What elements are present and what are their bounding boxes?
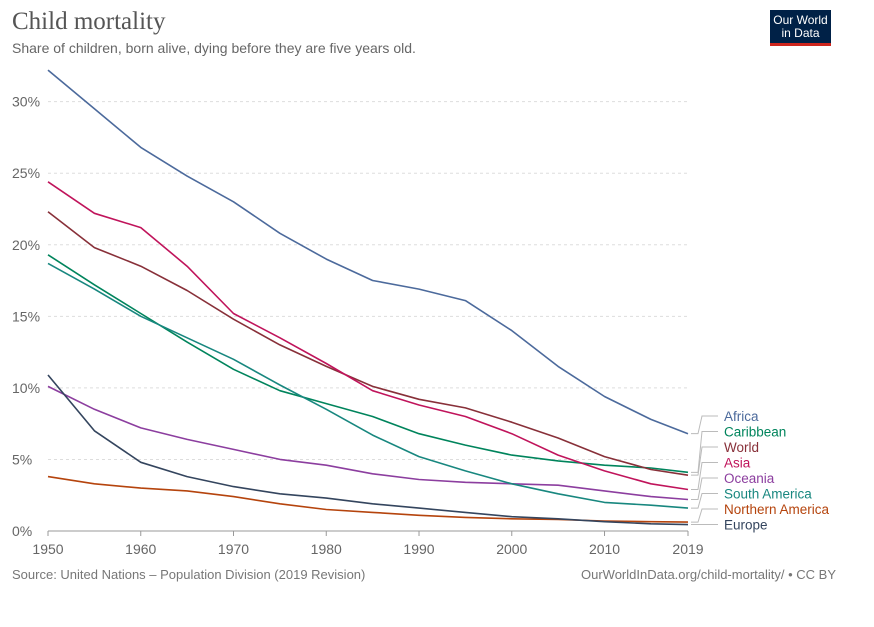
series-line-asia[interactable]	[47, 181, 689, 491]
label-connector	[691, 431, 718, 473]
y-tick-label: 20%	[12, 237, 40, 253]
y-tick-label: 0%	[12, 523, 32, 539]
x-tick-label: 1950	[32, 541, 63, 557]
label-connector	[691, 446, 718, 476]
owid-logo[interactable]: Our World in Data	[770, 10, 831, 46]
series-line-oceania[interactable]	[47, 385, 689, 501]
line-chart: 0% 5% 10% 15% 20% 25% 30% 1950 1960 1970 1980 1990…	[12, 69, 830, 557]
series-label: Caribbean	[724, 425, 786, 440]
label-connector	[691, 493, 718, 509]
logo-line-1: Our World	[773, 13, 828, 27]
chart-title: Child mortality	[12, 8, 166, 35]
x-tick-label: 1960	[125, 541, 156, 557]
series-line-africa[interactable]	[47, 69, 689, 435]
series-label: Asia	[724, 456, 751, 471]
series-label: Northern America	[724, 502, 830, 517]
label-connector	[691, 462, 718, 490]
x-tick-label: 1980	[311, 541, 342, 557]
x-tick-label: 2019	[672, 541, 703, 557]
series-line-europe[interactable]	[47, 374, 689, 526]
series-lines	[47, 69, 689, 526]
y-tick-label: 10%	[12, 380, 40, 396]
y-tick-label: 25%	[12, 165, 40, 181]
x-tick-label: 1990	[403, 541, 434, 557]
series-label: World	[724, 440, 759, 455]
chart-subtitle: Share of children, born alive, dying bef…	[12, 40, 416, 56]
source-note: Source: United Nations – Population Divi…	[12, 567, 366, 582]
y-axis-ticks: 0% 5% 10% 15% 20% 25% 30%	[12, 94, 40, 539]
series-line-world[interactable]	[47, 211, 689, 476]
y-tick-label: 5%	[12, 451, 32, 467]
x-axis: 1950 1960 1970 1980 1990 2000 2010 2019	[32, 530, 704, 557]
source-link[interactable]: OurWorldInData.org/child-mortality/ • CC…	[581, 567, 836, 582]
series-label: South America	[724, 487, 812, 502]
series-label: Oceania	[724, 471, 775, 486]
series-line-caribbean[interactable]	[47, 254, 689, 474]
x-tick-label: 2000	[496, 541, 527, 557]
logo-line-2: in Data	[781, 26, 820, 40]
series-label: Africa	[724, 409, 759, 424]
label-connector	[691, 477, 718, 501]
label-connector	[691, 508, 718, 523]
y-tick-label: 30%	[12, 94, 40, 110]
series-label: Europe	[724, 518, 768, 533]
x-tick-label: 1970	[218, 541, 249, 557]
series-line-south-america[interactable]	[47, 262, 689, 509]
y-tick-label: 15%	[12, 308, 40, 324]
label-connector	[691, 415, 718, 435]
x-tick-label: 2010	[589, 541, 620, 557]
